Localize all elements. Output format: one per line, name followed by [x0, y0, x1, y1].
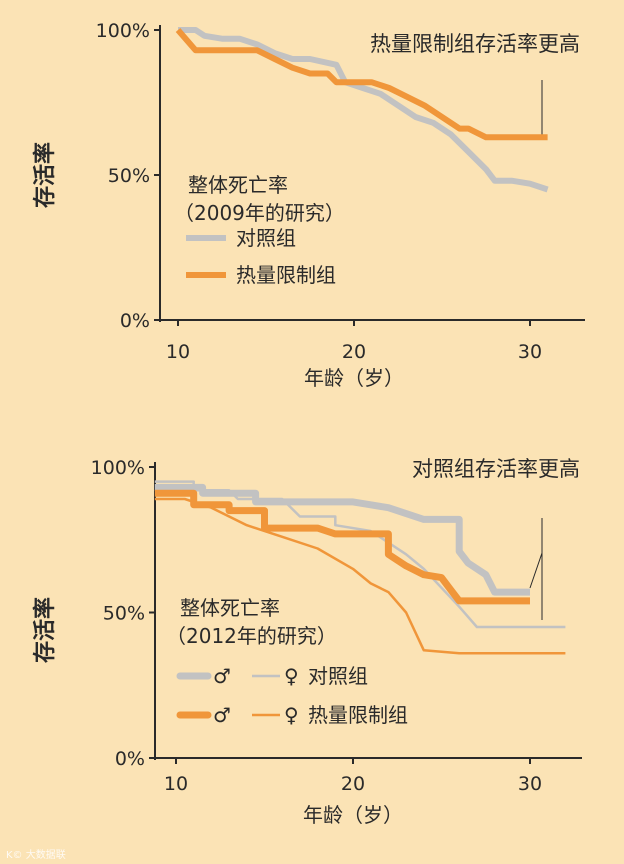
series-line-control-female	[154, 480, 566, 629]
legend-symbol-male: ♂	[213, 664, 231, 688]
y-tick-label: 100%	[96, 20, 150, 42]
series-line-restricted	[175, 28, 548, 141]
series-line-control-male	[154, 483, 530, 596]
legend-title: （2012年的研究）	[166, 624, 337, 648]
y-tick-label: 0%	[120, 310, 150, 332]
annotation: 对照组存活率更高	[412, 457, 580, 481]
y-axis-label: 存活率	[32, 142, 58, 208]
x-axis-label: 年龄（岁）	[303, 803, 403, 827]
x-tick-label: 10	[164, 773, 188, 795]
legend-title: 整体死亡率	[188, 173, 288, 197]
y-tick-label: 100%	[91, 457, 145, 479]
x-axis-label: 年龄（岁）	[304, 366, 404, 390]
annotation-leader	[529, 518, 543, 589]
y-tick-label: 50%	[103, 603, 145, 625]
x-tick-label: 30	[518, 341, 542, 363]
legend-label: 热量限制组	[308, 703, 408, 727]
series-line-restricted-female	[154, 497, 566, 655]
x-tick-label: 20	[342, 341, 366, 363]
y-axis-label: 存活率	[32, 597, 58, 663]
legend-label: 热量限制组	[236, 263, 336, 287]
x-tick-label: 10	[166, 341, 190, 363]
x-tick-label: 20	[341, 773, 365, 795]
legend-symbol-female: ♀	[284, 703, 299, 727]
y-tick-label: 0%	[115, 748, 145, 770]
annotation: 热量限制组存活率更高	[370, 32, 580, 56]
x-tick-label: 30	[518, 773, 542, 795]
legend-symbol-female: ♀	[284, 664, 299, 688]
legend-label: 对照组	[308, 664, 368, 688]
series-line-control	[178, 27, 549, 193]
legend-label: 对照组	[236, 226, 296, 250]
legend-title: 整体死亡率	[180, 596, 280, 620]
legend-title: （2009年的研究）	[174, 201, 345, 225]
y-tick-label: 50%	[108, 165, 150, 187]
series-line-restricted-male	[154, 489, 530, 605]
watermark: K© 大数据联	[6, 848, 66, 861]
legend-symbol-male: ♂	[213, 703, 231, 727]
